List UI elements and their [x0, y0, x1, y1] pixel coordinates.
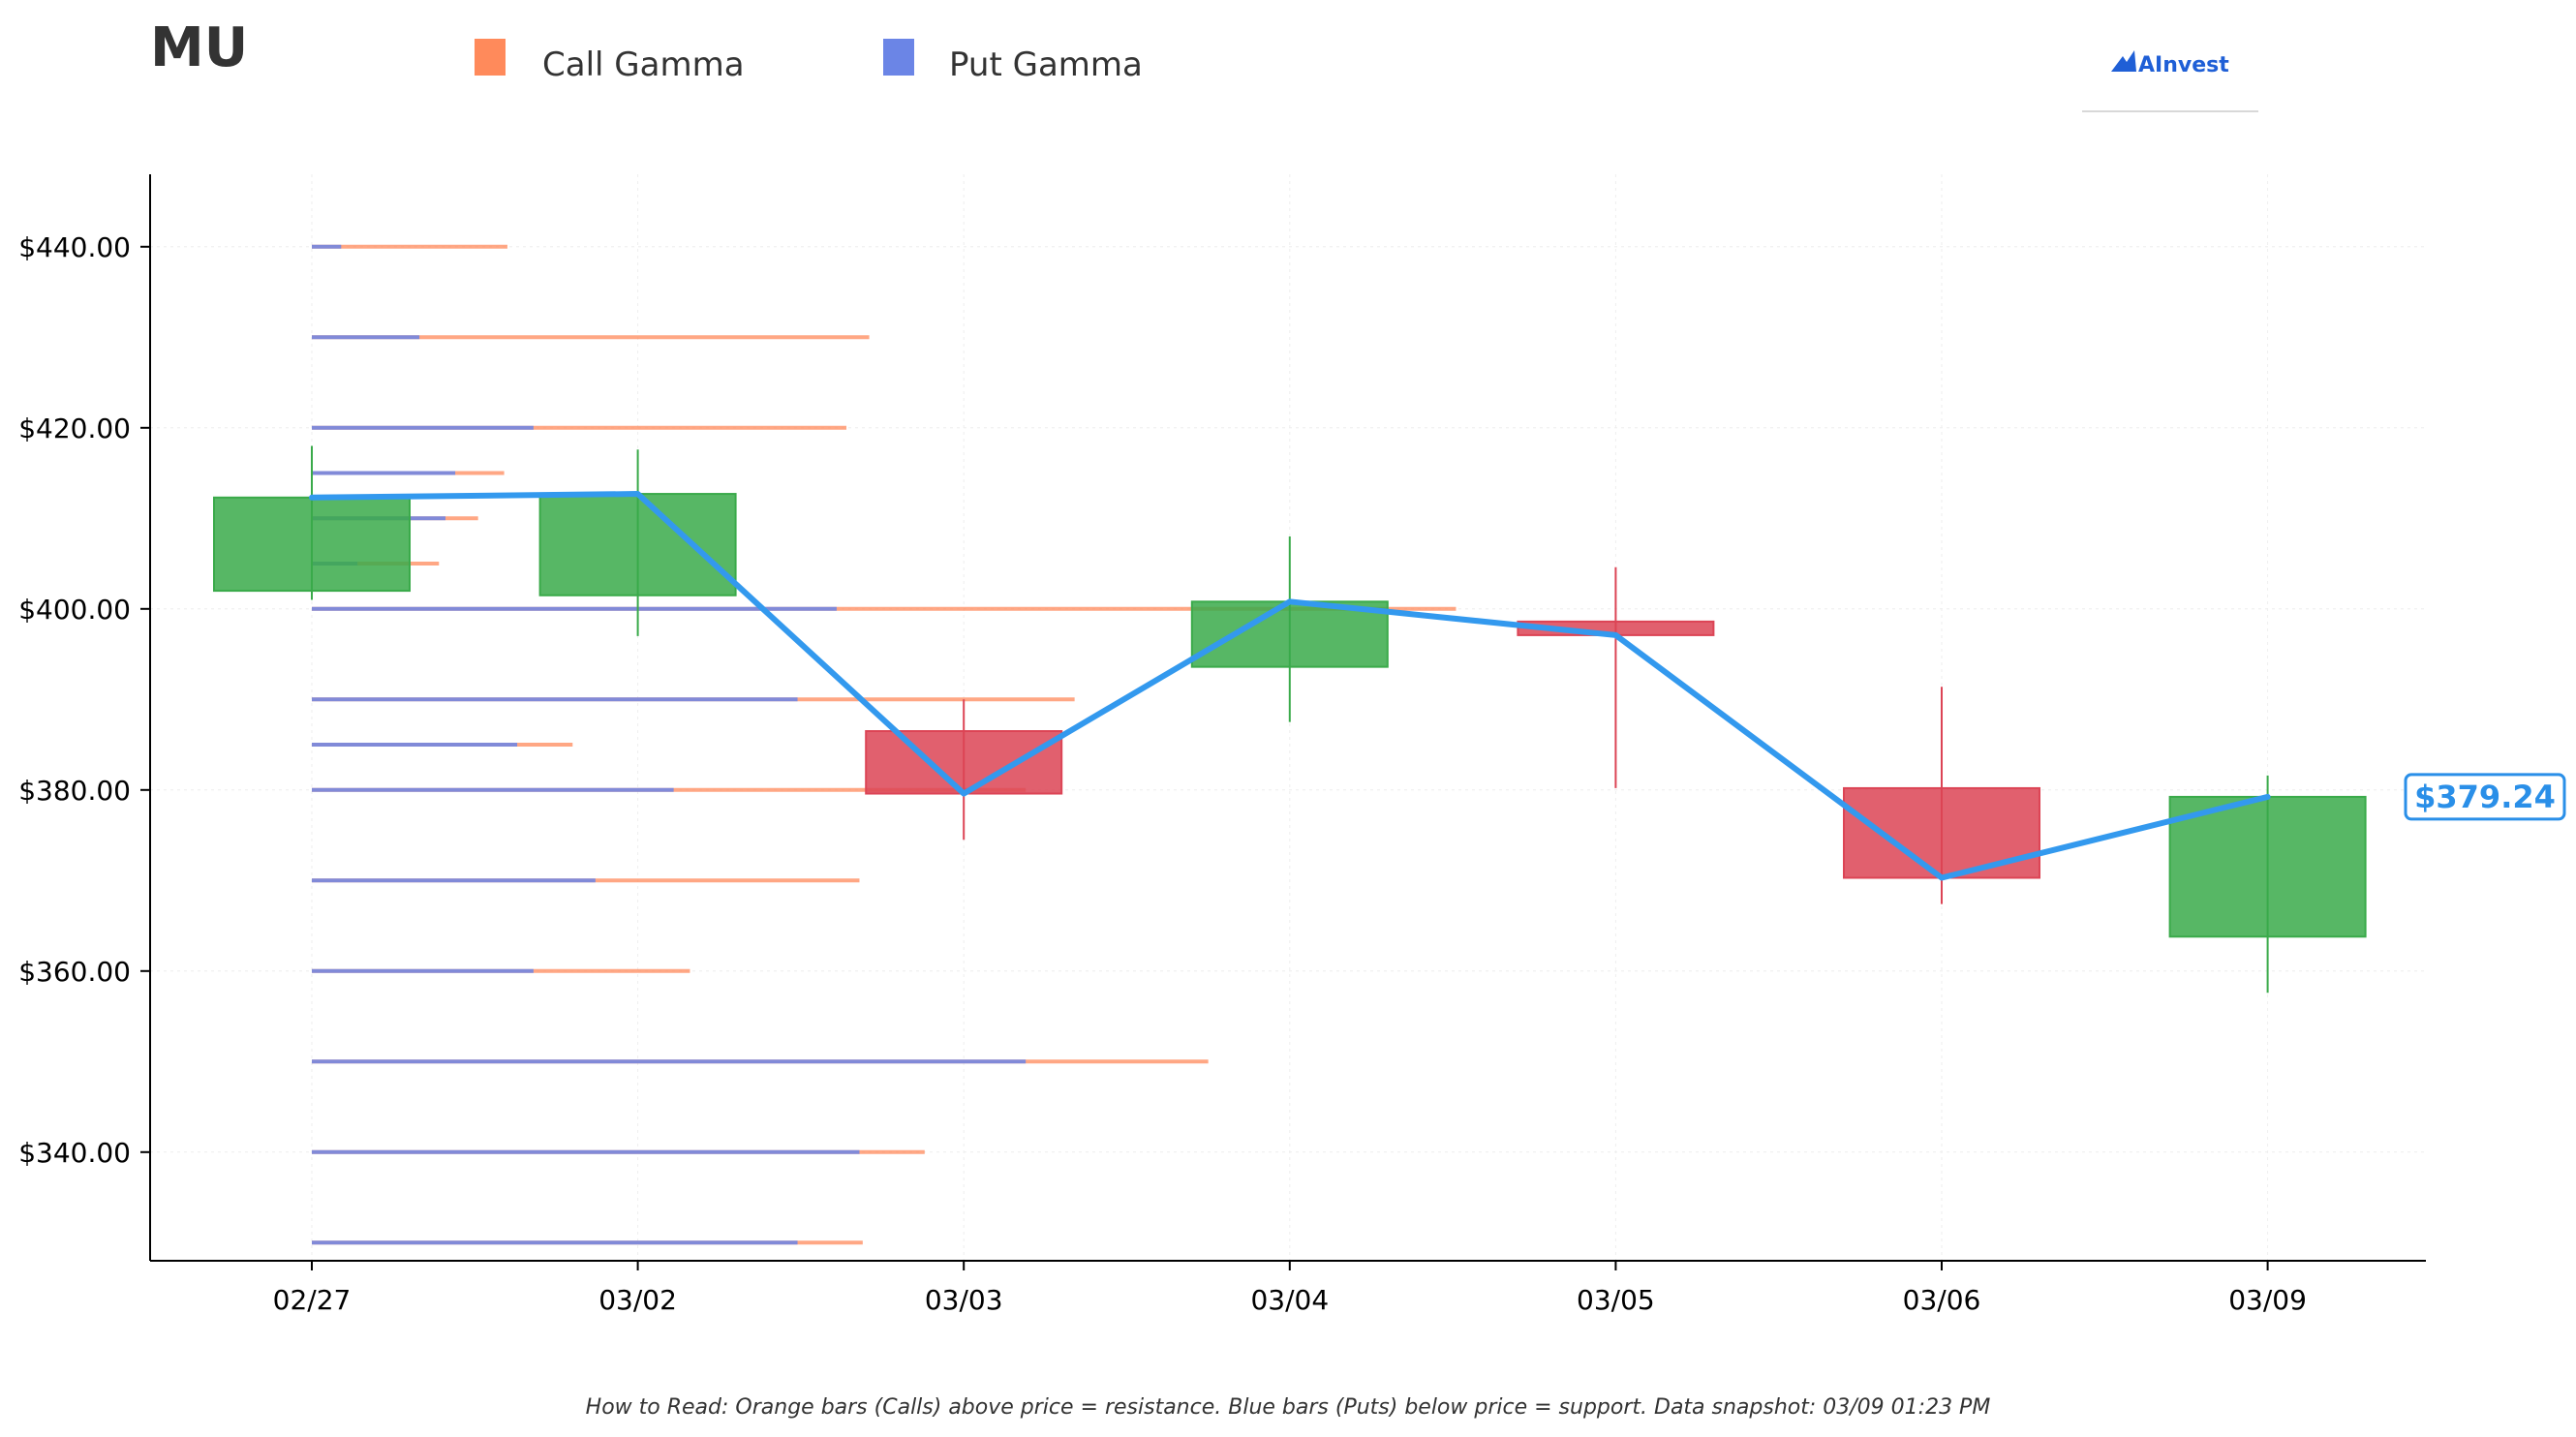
brand-logo-text: AInvest: [2138, 53, 2229, 77]
current-price-label: $379.24: [2414, 779, 2556, 815]
x-tick-label: 03/04: [1250, 1284, 1329, 1316]
x-tick-label: 02/27: [273, 1284, 352, 1316]
legend-swatch-call: [475, 39, 506, 76]
brand-logo: AInvest: [2082, 50, 2258, 112]
x-tick-label: 03/02: [598, 1284, 677, 1316]
y-tick-label: $400.00: [18, 594, 131, 626]
legend-swatch-put: [883, 39, 914, 76]
x-tick-label: 03/03: [925, 1284, 1003, 1316]
y-tick-label: $380.00: [18, 775, 131, 807]
x-tick-label: 03/05: [1577, 1284, 1655, 1316]
current-price-box: [2404, 773, 2566, 821]
x-tick-label: 03/06: [1903, 1284, 1981, 1316]
footnote: How to Read: Orange bars (Calls) above p…: [586, 1395, 1991, 1420]
x-tick-label: 03/09: [2228, 1284, 2307, 1316]
candle-body: [213, 496, 411, 593]
candle-body: [538, 493, 737, 596]
y-tick-label: $440.00: [18, 231, 131, 263]
close-line: [309, 491, 2271, 881]
current-price: $379.24: [2404, 773, 2566, 821]
candle-body: [2168, 795, 2367, 938]
y-tick-label: $360.00: [18, 956, 131, 988]
candle-body: [865, 730, 1063, 795]
legend-label-put: Put Gamma: [949, 46, 1143, 84]
close-line-series: [309, 491, 2271, 881]
candles: [213, 445, 2367, 994]
y-tick-label: $340.00: [18, 1137, 131, 1169]
ticker-title: MU: [150, 16, 248, 79]
candle-body: [1190, 600, 1389, 668]
axes: $340.00 $360.00 $380.00 $400.00 $420.00 $440.…: [18, 174, 2426, 1316]
y-tick-label: $420.00: [18, 413, 131, 444]
candle-body: [1843, 786, 2040, 879]
brand-logo-icon: [2111, 50, 2136, 72]
legend-label-call: Call Gamma: [542, 46, 745, 84]
